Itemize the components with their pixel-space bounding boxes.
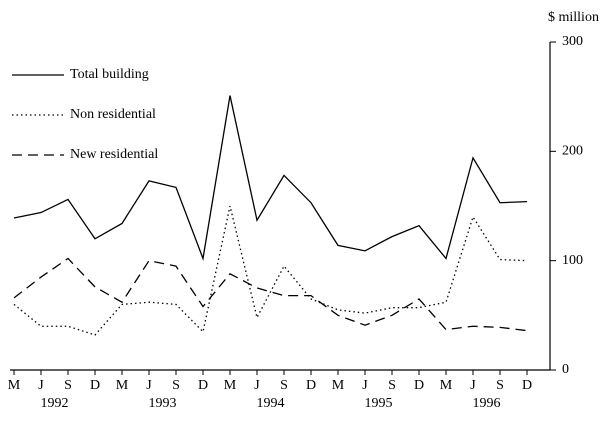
year-label: 1992	[41, 396, 69, 411]
y-tick-label: 0	[562, 362, 569, 377]
legend-label: Non residential	[70, 107, 156, 122]
legend-label: Total building	[70, 67, 149, 82]
y-tick-label: 100	[562, 253, 583, 268]
x-tick-label: J	[38, 378, 44, 393]
series-line	[13, 95, 528, 261]
legend-label: New residential	[70, 147, 158, 162]
year-label: 1996	[473, 396, 501, 411]
x-tick-label: J	[470, 378, 476, 393]
x-tick-label: M	[332, 378, 345, 393]
x-tick-label: D	[522, 378, 532, 393]
x-tick-label: S	[496, 378, 504, 393]
x-tick-label: S	[280, 378, 288, 393]
x-tick-label: J	[362, 378, 368, 393]
year-label: 1995	[365, 396, 393, 411]
x-tick-label: M	[224, 378, 237, 393]
x-tick-label: D	[306, 378, 316, 393]
series-line	[13, 257, 528, 332]
x-tick-label: S	[388, 378, 396, 393]
x-tick-label: M	[116, 378, 129, 393]
x-tick-label: J	[254, 378, 260, 393]
year-label: 1993	[149, 396, 177, 411]
x-tick-label: D	[90, 378, 100, 393]
x-tick-label: S	[172, 378, 180, 393]
x-tick-label: S	[64, 378, 72, 393]
y-axis-label: $ million	[548, 10, 599, 25]
y-tick-label: 300	[562, 34, 583, 49]
series-line	[13, 205, 528, 336]
x-tick-label: D	[198, 378, 208, 393]
x-tick-label: M	[440, 378, 453, 393]
x-tick-label: M	[8, 378, 21, 393]
x-tick-label: D	[414, 378, 424, 393]
year-label: 1994	[257, 396, 285, 411]
x-tick-label: J	[146, 378, 152, 393]
y-tick-label: 200	[562, 144, 583, 159]
